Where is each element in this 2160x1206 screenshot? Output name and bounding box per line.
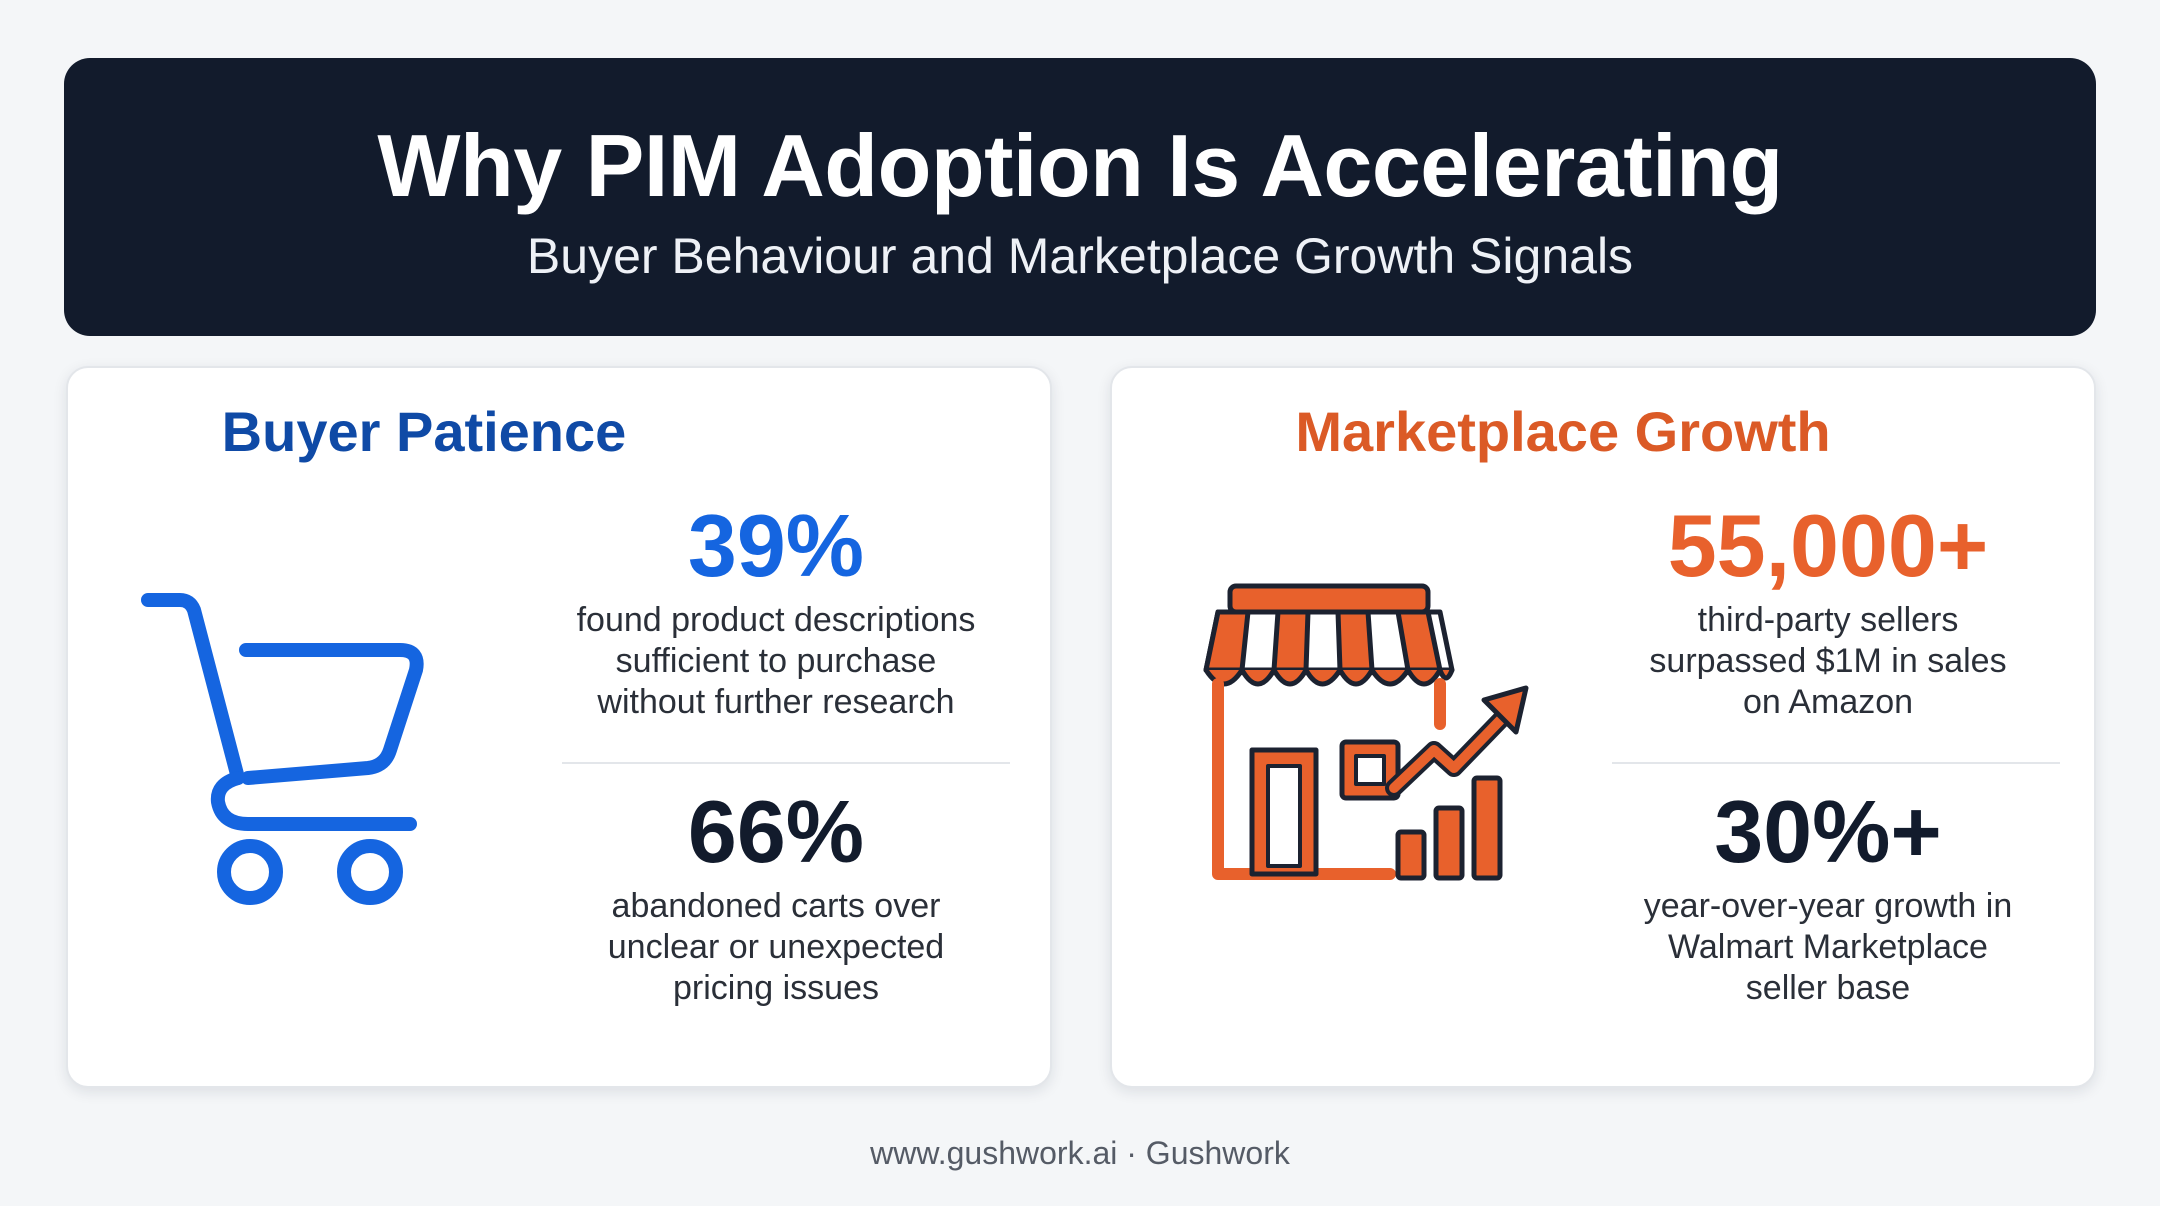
desc-line: surpassed $1M in sales	[1649, 642, 2007, 680]
buyer-patience-card: Buyer Patience 39% found product descrip…	[66, 366, 1052, 1088]
desc-line: year-over-year growth in	[1643, 887, 2013, 925]
stat-description: abandoned carts over unclear or unexpect…	[536, 886, 1016, 1009]
storefront-growth-icon	[1192, 582, 1542, 907]
footer-credit: www.gushwork.ai · Gushwork	[870, 1135, 1290, 1171]
page-subtitle: Buyer Behaviour and Marketplace Growth S…	[526, 228, 1634, 284]
shopping-cart-icon	[138, 588, 448, 913]
desc-line: on Amazon	[1742, 683, 1914, 721]
stat-value-39: 39%	[687, 496, 865, 595]
desc-line: sufficient to purchase	[615, 642, 937, 680]
card-title-marketplace-growth: Marketplace Growth	[1295, 400, 1831, 463]
header-banner: Why PIM Adoption Is Accelerating Buyer B…	[64, 58, 2096, 336]
stat-block-39: 39% found product descriptions sufficien…	[536, 502, 1016, 723]
stat-divider	[562, 762, 1010, 764]
desc-line: Walmart Marketplace	[1668, 928, 1988, 966]
desc-line: abandoned carts over	[611, 887, 941, 925]
stat-description: third-party sellers surpassed $1M in sal…	[1588, 600, 2068, 723]
stat-value-55000: 55,000+	[1667, 496, 1989, 595]
card-title-buyer-patience: Buyer Patience	[221, 400, 627, 463]
stat-block-66: 66% abandoned carts over unclear or unex…	[536, 788, 1016, 1009]
page-title: Why PIM Adoption Is Accelerating	[377, 116, 1783, 215]
desc-line: pricing issues	[673, 969, 879, 1007]
stat-description: found product descriptions sufficient to…	[536, 600, 1016, 723]
marketplace-growth-card: Marketplace Growth	[1110, 366, 2096, 1088]
stat-block-30: 30%+ year-over-year growth in Walmart Ma…	[1588, 788, 2068, 1009]
desc-line: third-party sellers	[1697, 601, 1959, 639]
stat-value-66: 66%	[687, 782, 865, 881]
desc-line: found product descriptions	[576, 601, 976, 639]
stat-block-55000: 55,000+ third-party sellers surpassed $1…	[1588, 502, 2068, 723]
stat-divider	[1612, 762, 2060, 764]
stat-value-30: 30%+	[1714, 782, 1942, 881]
desc-line: seller base	[1745, 969, 1911, 1007]
stat-description: year-over-year growth in Walmart Marketp…	[1588, 886, 2068, 1009]
desc-line: without further research	[597, 683, 955, 721]
desc-line: unclear or unexpected	[607, 928, 945, 966]
